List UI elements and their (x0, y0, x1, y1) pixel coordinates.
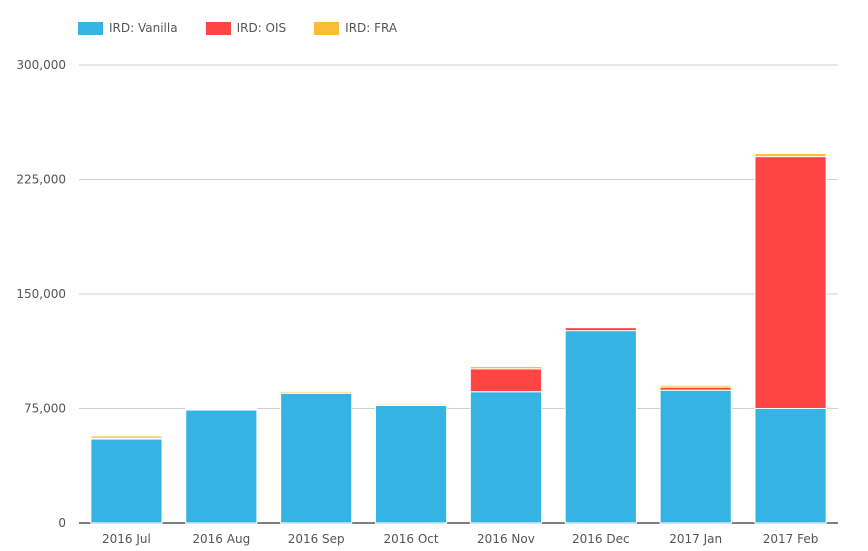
x-tick-label: 2016 Oct (384, 532, 439, 546)
bar-ird-fra-7[interactable] (754, 153, 827, 158)
bar-ird-vanilla-6[interactable] (659, 389, 732, 524)
bar-ird-vanilla-3[interactable] (374, 404, 448, 524)
legend-label-ois: IRD: OIS (236, 21, 287, 35)
legend-item-ois[interactable]: IRD: OIS (205, 21, 287, 35)
x-tick-label: 2016 Aug (192, 532, 250, 546)
y-tick-label: 150,000 (16, 287, 66, 301)
bar-ird-vanilla-1[interactable] (185, 409, 258, 524)
bar-ird-vanilla-4[interactable] (469, 391, 543, 524)
legend: IRD: Vanilla IRD: OIS IRD: FRA (78, 21, 397, 35)
legend-label-fra: IRD: FRA (345, 21, 398, 35)
legend-swatch-vanilla (78, 21, 103, 35)
bar-ird-ois-7[interactable] (754, 156, 827, 409)
bar-ird-fra-3[interactable] (374, 403, 448, 406)
legend-item-vanilla[interactable]: IRD: Vanilla (78, 21, 178, 35)
legend-swatch-fra (314, 21, 340, 35)
y-tick-label: 225,000 (16, 173, 66, 187)
x-tick-label: 2016 Jul (102, 532, 151, 546)
bar-ird-fra-6[interactable] (659, 384, 732, 388)
legend-item-fra[interactable]: IRD: FRA (314, 21, 397, 35)
bar-ird-fra-0[interactable] (90, 435, 163, 439)
x-tick-label: 2017 Feb (763, 532, 819, 546)
x-tick-label: 2016 Sep (288, 532, 345, 546)
y-tick-label: 0 (58, 516, 66, 530)
bar-ird-vanilla-7[interactable] (754, 408, 827, 524)
bar-ird-vanilla-5[interactable] (564, 330, 637, 524)
bar-ird-vanilla-0[interactable] (90, 438, 163, 524)
y-tick-label: 300,000 (16, 58, 66, 72)
x-tick-label: 2016 Nov (477, 532, 535, 546)
y-tick-label: 75,000 (24, 402, 66, 416)
bar-ird-fra-4[interactable] (469, 366, 543, 370)
legend-swatch-ois (205, 21, 231, 35)
x-tick-label: 2016 Dec (572, 532, 630, 546)
bar-ird-ois-4[interactable] (469, 368, 543, 393)
bar-ird-vanilla-2[interactable] (280, 392, 353, 524)
x-tick-label: 2017 Jan (669, 532, 722, 546)
legend-label-vanilla: IRD: Vanilla (109, 21, 178, 35)
bar-ird-fra-5[interactable] (564, 326, 637, 329)
bar-ird-fra-2[interactable] (280, 390, 353, 394)
bar-ird-fra-1[interactable] (185, 408, 258, 411)
